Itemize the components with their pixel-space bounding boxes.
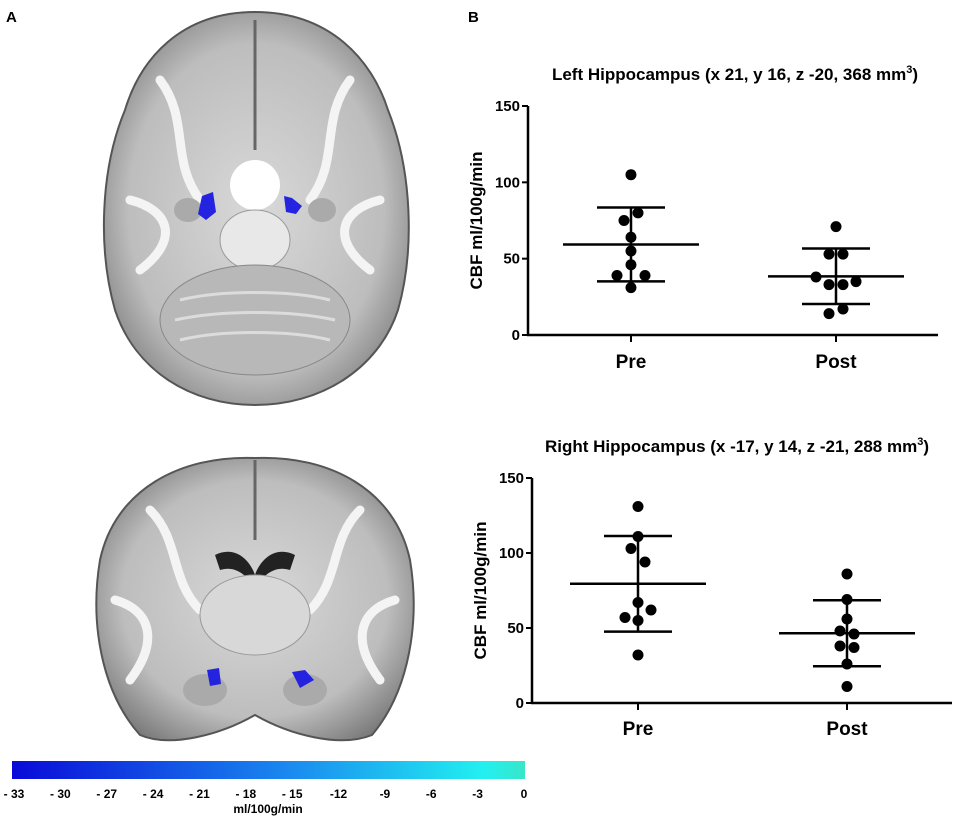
colorbar-unit: ml/100g/min bbox=[233, 802, 302, 816]
colorbar-tick-label: 0 bbox=[521, 787, 528, 801]
x-category-label: Post bbox=[815, 352, 857, 373]
y-axis-label: CBF ml/100g/min bbox=[471, 522, 490, 660]
y-tick-label: 100 bbox=[495, 174, 520, 191]
data-point bbox=[837, 303, 849, 315]
data-point bbox=[823, 308, 835, 320]
data-point bbox=[823, 279, 835, 291]
y-tick-label: 0 bbox=[516, 695, 524, 712]
data-point bbox=[625, 169, 637, 181]
data-point bbox=[632, 531, 644, 542]
colorbar-tick-label: - 18 bbox=[235, 787, 256, 801]
data-point bbox=[810, 271, 822, 283]
activation-blob-left bbox=[198, 192, 216, 220]
colorbar-tick-label: -9 bbox=[380, 787, 391, 801]
y-axis-label: CBF ml/100g/min bbox=[467, 152, 486, 290]
axial-brain-slice bbox=[102, 10, 410, 407]
colorbar-tick-label: - 27 bbox=[96, 787, 117, 801]
chart-title: Right Hippocampus (x -17, y 14, z -21, 2… bbox=[545, 436, 929, 456]
x-category-label: Pre bbox=[623, 719, 654, 740]
colorbar-tick-label: - 21 bbox=[189, 787, 210, 801]
right-hippocampus-chart: Right Hippocampus (x -17, y 14, z -21, 2… bbox=[471, 436, 952, 740]
data-point bbox=[632, 207, 644, 219]
data-point bbox=[837, 248, 849, 260]
activation-blob-right bbox=[292, 670, 314, 688]
data-point bbox=[823, 248, 835, 260]
y-tick-label: 100 bbox=[499, 545, 524, 562]
colorbar-tick-label: - 15 bbox=[282, 787, 303, 801]
data-point bbox=[850, 276, 862, 288]
colorbar-tick-label: - 30 bbox=[50, 787, 71, 801]
y-tick-label: 150 bbox=[495, 98, 520, 115]
y-tick-label: 0 bbox=[512, 327, 520, 344]
data-point bbox=[830, 221, 842, 233]
chart-title-superscript: 3 bbox=[917, 436, 923, 448]
data-point bbox=[625, 231, 637, 243]
data-point bbox=[639, 269, 651, 281]
data-point bbox=[841, 681, 853, 692]
data-point bbox=[611, 269, 623, 281]
data-point bbox=[618, 215, 630, 226]
panel-label-a: A bbox=[6, 9, 17, 26]
chart-title: Left Hippocampus (x 21, y 16, z -20, 368… bbox=[552, 64, 918, 84]
data-point bbox=[619, 612, 631, 623]
colorbar-tick-label: - 24 bbox=[143, 787, 164, 801]
activation-blob-left bbox=[207, 668, 221, 686]
data-point bbox=[834, 640, 846, 652]
data-point bbox=[848, 642, 860, 653]
colorbar-tick-label: -6 bbox=[426, 787, 437, 801]
data-point bbox=[841, 658, 853, 670]
data-point bbox=[632, 649, 644, 661]
y-tick-label: 150 bbox=[499, 470, 524, 487]
data-point bbox=[841, 594, 853, 605]
data-point bbox=[841, 568, 853, 580]
data-point bbox=[625, 259, 637, 271]
chart-title-end: ) bbox=[923, 437, 929, 456]
coronal-brain-slice bbox=[95, 456, 415, 742]
chart-title-text: Right Hippocampus (x -17, y 14, z -21, 2… bbox=[545, 437, 917, 456]
data-point bbox=[632, 615, 644, 626]
data-point bbox=[834, 625, 846, 637]
data-point bbox=[841, 613, 853, 625]
colorbar-tick-label: - 33 bbox=[4, 787, 25, 801]
data-point bbox=[625, 245, 637, 257]
data-point bbox=[645, 604, 657, 616]
data-point bbox=[848, 628, 860, 640]
data-point bbox=[837, 279, 849, 291]
colorbar-tick-label: -3 bbox=[472, 787, 483, 801]
panel-label-b: B bbox=[468, 9, 479, 26]
data-point bbox=[632, 597, 644, 608]
data-point bbox=[639, 556, 651, 568]
colorbar-gradient bbox=[12, 761, 525, 779]
y-tick-label: 50 bbox=[507, 620, 524, 637]
data-point bbox=[625, 543, 637, 554]
y-tick-label: 50 bbox=[503, 251, 520, 268]
activation-blob-right bbox=[284, 196, 302, 214]
x-category-label: Post bbox=[826, 719, 868, 740]
chart-title-superscript: 3 bbox=[906, 64, 912, 76]
chart-title-text: Left Hippocampus (x 21, y 16, z -20, 368… bbox=[552, 65, 906, 84]
colorbar: - 33 - 30 - 27 - 24 - 21 - 18 - 15 -12 -9 -6 -3 0 m… bbox=[4, 761, 528, 816]
chart-title-end: ) bbox=[912, 65, 918, 84]
data-point bbox=[625, 282, 637, 294]
data-point bbox=[632, 501, 644, 512]
left-hippocampus-chart: Left Hippocampus (x 21, y 16, z -20, 368… bbox=[467, 64, 938, 373]
colorbar-tick-label: -12 bbox=[330, 787, 348, 801]
x-category-label: Pre bbox=[616, 352, 647, 373]
